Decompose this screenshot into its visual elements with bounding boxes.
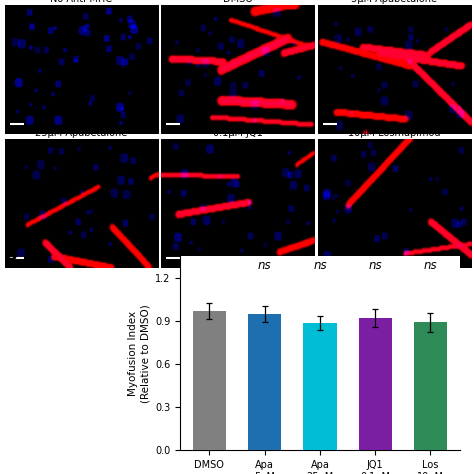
Title: 0.1μM JQ1: 0.1μM JQ1: [213, 128, 263, 138]
Title: 25μM Apabetalone: 25μM Apabetalone: [35, 128, 128, 138]
Bar: [359, 318, 392, 450]
Title: 5μM Apabetalone: 5μM Apabetalone: [351, 0, 437, 4]
Text: B: B: [5, 246, 18, 264]
Text: ns: ns: [258, 259, 272, 272]
Bar: [248, 314, 281, 450]
Title: 10μM Losmapimod: 10μM Losmapimod: [348, 128, 440, 138]
Bar: [303, 323, 337, 450]
Y-axis label: Myofusion Index
(Relative to DMSO): Myofusion Index (Relative to DMSO): [128, 304, 151, 402]
Title: No Anti-MHC: No Anti-MHC: [50, 0, 112, 4]
Bar: [193, 311, 226, 450]
Text: ns: ns: [368, 259, 382, 272]
Text: ns: ns: [313, 259, 327, 272]
Text: ns: ns: [424, 259, 438, 272]
Text: A: A: [5, 7, 18, 25]
Title: DMSO: DMSO: [223, 0, 253, 4]
Bar: [414, 322, 447, 450]
